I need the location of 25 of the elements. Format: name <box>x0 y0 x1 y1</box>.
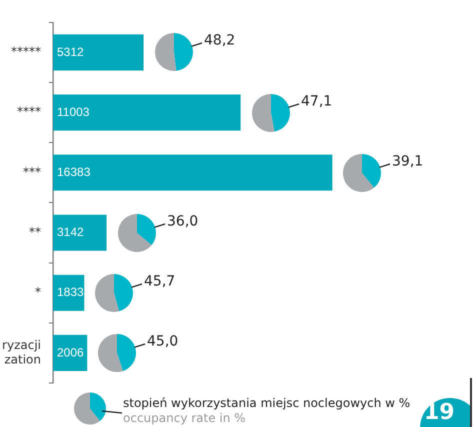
bar <box>53 274 84 311</box>
data-label: 3142 <box>57 225 84 240</box>
text: occupancy rate in % <box>123 411 246 425</box>
data-label: 16383 <box>57 164 91 179</box>
data-label: 45,0 <box>147 334 178 350</box>
y-tick-label: * <box>35 284 41 299</box>
data-label: 36,0 <box>166 213 198 230</box>
data-label: 47,1 <box>300 93 332 110</box>
bar <box>53 34 144 70</box>
y-tick-label: ***** <box>11 44 41 59</box>
y-tick-label: **** <box>17 104 41 119</box>
data-label: 11003 <box>57 104 90 119</box>
y-tick-label: ryzacji zation <box>2 338 41 366</box>
bar <box>53 94 241 131</box>
data-label: 1833 <box>57 285 84 300</box>
data-label: 2006 <box>57 345 84 360</box>
bar <box>53 154 332 191</box>
y-tick-label: *** <box>23 164 41 179</box>
bar <box>53 214 107 251</box>
data-label: 48,2 <box>204 33 235 50</box>
y-tick-label: ** <box>29 224 41 239</box>
data-label: 5312 <box>57 44 84 59</box>
text: stopień wykorzystania miejsc noclegowych w % <box>123 396 410 410</box>
data-label: 45,7 <box>144 273 176 290</box>
data-label: 39,1 <box>392 153 424 170</box>
